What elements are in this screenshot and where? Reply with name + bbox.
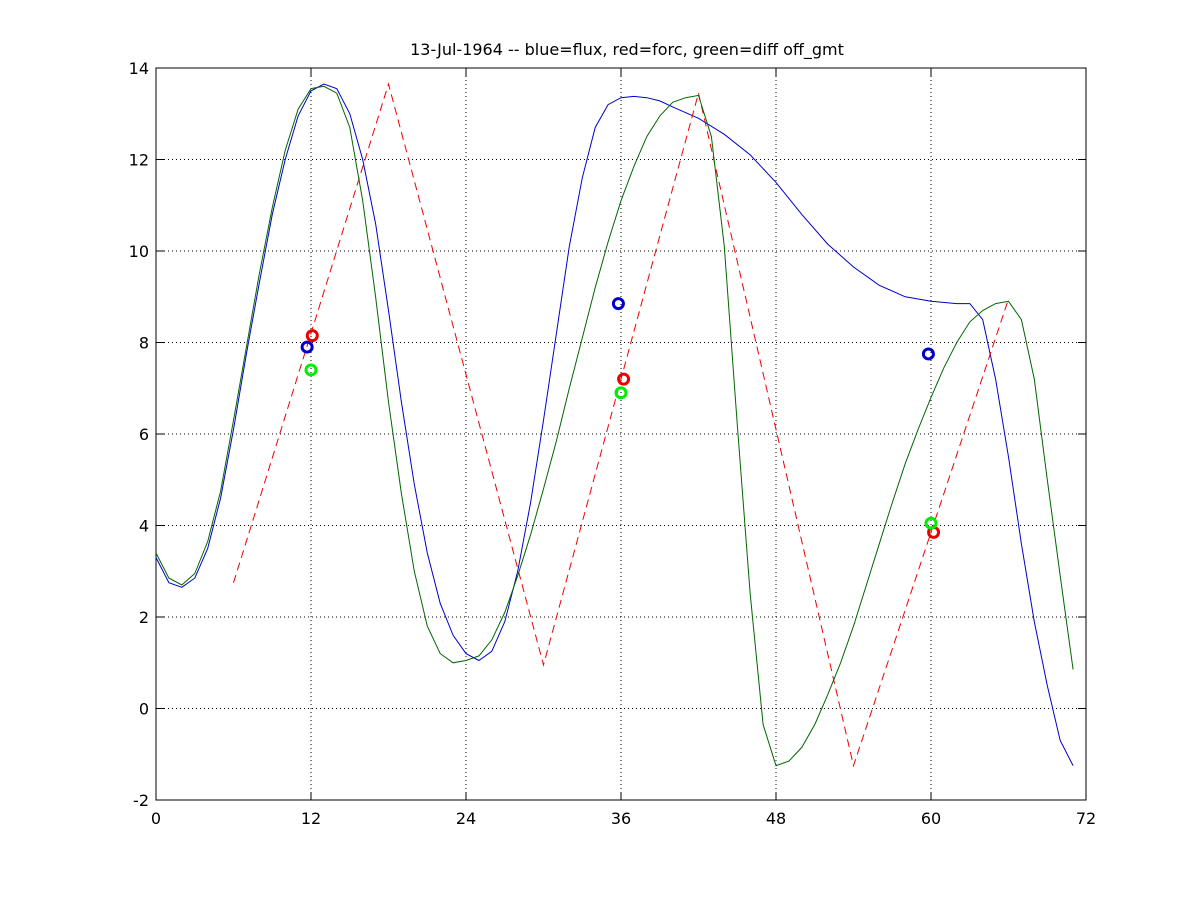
x-tick-label: 48 [766, 809, 786, 828]
marker-forc [617, 372, 631, 386]
marker-forc [305, 329, 319, 343]
y-tick-label: 6 [139, 425, 149, 444]
marker-diff [924, 516, 938, 530]
y-tick-label: 14 [129, 59, 149, 78]
y-tick-label: 10 [129, 242, 149, 261]
y-tick-label: 12 [129, 151, 149, 170]
chart-title: 13-Jul-1964 -- blue=flux, red=forc, gree… [410, 40, 844, 60]
x-tick-label: 24 [456, 809, 476, 828]
marker-diff [614, 386, 628, 400]
grid-lines [156, 68, 1086, 800]
series-line-diff [155, 85, 1074, 767]
x-tick-label: 0 [151, 809, 161, 828]
y-tick-label: 4 [139, 517, 149, 536]
marker-flux [921, 347, 935, 361]
y-tick-label: 8 [139, 334, 149, 353]
x-tick-label: 36 [611, 809, 631, 828]
x-tick-label: 60 [921, 809, 941, 828]
marker-flux [300, 340, 314, 354]
series-line-forc [233, 82, 1009, 768]
series-line-flux [155, 83, 1074, 766]
x-tick-label: 72 [1076, 809, 1096, 828]
y-tick-label: -2 [133, 791, 149, 810]
series-markers [300, 297, 941, 539]
x-tick-label: 12 [301, 809, 321, 828]
marker-flux [611, 297, 625, 311]
y-tick-label: 2 [139, 608, 149, 627]
series-lines [155, 82, 1074, 768]
y-tick-label: 0 [139, 700, 149, 719]
marker-diff [304, 363, 318, 377]
